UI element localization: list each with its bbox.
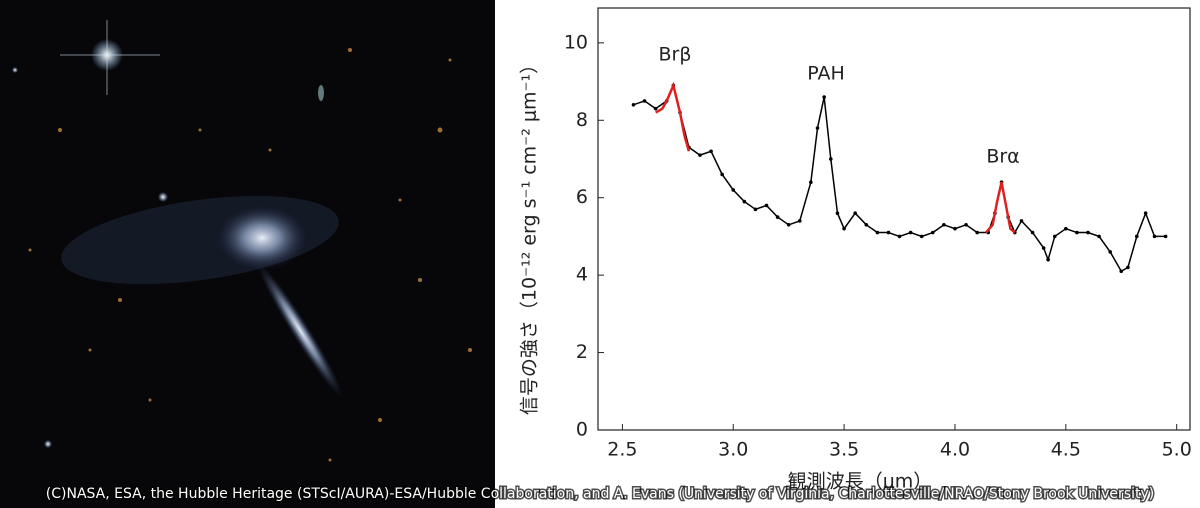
annotation: Brβ <box>659 44 692 66</box>
data-point <box>919 234 924 239</box>
data-point <box>742 199 747 204</box>
data-point <box>720 172 724 177</box>
data-point <box>875 230 880 235</box>
data-point <box>835 211 840 215</box>
data-point <box>886 230 891 235</box>
galaxy-photo <box>0 0 495 508</box>
data-point <box>908 230 913 235</box>
plot-frame <box>597 7 1191 431</box>
data-point <box>653 106 658 111</box>
data-point <box>829 157 833 161</box>
data-point <box>864 223 869 227</box>
data-point <box>942 223 946 227</box>
x-tick-label: 5.0 <box>1162 439 1192 461</box>
data-point <box>1152 234 1157 239</box>
data-point <box>809 180 813 185</box>
data-point <box>775 215 780 219</box>
data-point <box>1030 230 1035 235</box>
y-tick-label: 4 <box>576 264 588 286</box>
x-tick-label: 4.5 <box>1051 439 1081 461</box>
data-point <box>1134 234 1139 239</box>
y-tick-label: 10 <box>564 31 588 53</box>
data-point <box>698 153 702 157</box>
data-point <box>1041 246 1046 250</box>
y-tick-label: 6 <box>576 186 588 208</box>
data-point <box>1064 226 1068 231</box>
series-line <box>985 181 1016 234</box>
data-point <box>1075 230 1079 235</box>
data-point <box>797 219 802 223</box>
data-point <box>731 188 736 192</box>
data-point <box>709 149 713 154</box>
x-tick-label: 3.5 <box>829 439 859 461</box>
x-tick-label: 4.0 <box>940 439 970 461</box>
data-point <box>1108 250 1112 254</box>
y-axis-label: 信号の強さ（10⁻¹² erg s⁻¹ cm⁻² μm⁻¹） <box>519 55 541 415</box>
annotation: Brα <box>986 146 1019 168</box>
data-point <box>753 207 758 212</box>
y-tick-label: 8 <box>576 109 588 131</box>
data-point <box>1163 234 1168 239</box>
data-point <box>786 223 791 227</box>
credit: (C)NASA, ESA, the Hubble Heritage (STScI… <box>46 486 1154 502</box>
data-point <box>1119 269 1124 274</box>
data-point <box>1086 230 1090 235</box>
data-point <box>822 95 826 99</box>
x-axis-label: 観測波長（μm） <box>788 471 933 493</box>
data-point <box>1046 257 1050 262</box>
y-tick-label: 2 <box>576 341 588 363</box>
data-point <box>1126 265 1130 270</box>
data-point <box>975 230 979 235</box>
series-line <box>633 83 1166 273</box>
data-point <box>953 226 957 231</box>
x-tick-label: 2.5 <box>607 439 637 461</box>
data-point <box>1097 234 1101 239</box>
data-point <box>931 230 935 235</box>
y-tick-label: 0 <box>576 419 588 441</box>
data-point <box>764 203 769 208</box>
annotation: PAH <box>807 63 845 85</box>
data-point <box>964 223 968 227</box>
data-point <box>1052 234 1057 239</box>
data-point <box>1143 211 1148 215</box>
data-point <box>631 102 636 107</box>
data-point <box>853 211 857 215</box>
data-point <box>842 226 846 231</box>
x-tick-label: 3.0 <box>718 439 748 461</box>
data-point <box>642 99 647 103</box>
data-point <box>815 126 820 130</box>
data-point <box>897 234 902 239</box>
series-line <box>655 81 691 152</box>
data-point <box>1019 219 1024 223</box>
